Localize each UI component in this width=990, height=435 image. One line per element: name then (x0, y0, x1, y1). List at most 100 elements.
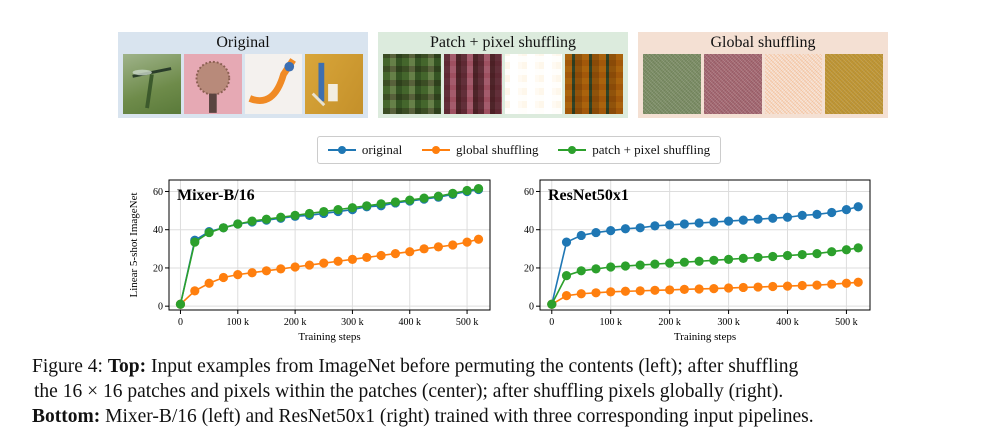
data-point (591, 227, 601, 238)
y-tick-label: 0 (158, 302, 163, 313)
data-point (319, 258, 329, 268)
data-point (362, 252, 372, 263)
data-point (261, 266, 272, 276)
data-point (233, 219, 243, 229)
paper-art-image (305, 54, 363, 114)
data-point (723, 254, 734, 264)
original-panel-title: Original (216, 34, 270, 51)
data-point (797, 280, 807, 291)
data-point (419, 244, 429, 254)
x-tick-label: 200 k (284, 317, 307, 328)
data-point (753, 282, 763, 292)
data-point (635, 286, 645, 296)
patch-shuffled-image-2 (443, 54, 502, 114)
x-tick-label: 400 k (399, 317, 422, 328)
data-point (709, 255, 719, 265)
x-tick-label: 500 k (835, 317, 858, 328)
data-point (827, 247, 837, 257)
data-point (347, 203, 358, 213)
legend-item-original: original (327, 142, 402, 158)
data-point (233, 270, 243, 280)
y-tick-label: 20 (524, 263, 534, 274)
data-point (376, 199, 386, 209)
global-shuffle-panel: Global shuffling (638, 32, 888, 118)
legend-marker-global (422, 146, 451, 154)
data-point (448, 240, 458, 250)
data-point (405, 247, 415, 257)
data-point (462, 237, 472, 247)
data-point (853, 202, 863, 212)
data-point (797, 210, 807, 220)
chart-title: ResNet50x1 (548, 187, 629, 204)
caption-figure-label: Figure 4: (32, 356, 103, 377)
data-point (561, 237, 572, 247)
x-tick-label: 500 k (456, 317, 479, 328)
legend-marker-original (327, 146, 356, 154)
data-point (190, 286, 200, 296)
data-point (694, 218, 704, 228)
x-tick-label: 100 k (227, 317, 250, 328)
caption-bottom-label: Bottom: (32, 406, 101, 427)
data-point (175, 299, 186, 309)
data-point (276, 264, 286, 274)
data-point (768, 281, 778, 292)
data-point (376, 250, 386, 261)
patch-shuffle-panel: Patch + pixel shuffling (378, 32, 628, 118)
chart-legend: original global shuffling patch + pixel … (317, 136, 721, 164)
series-line-global-shuffling (179, 238, 479, 305)
data-point (606, 287, 616, 297)
data-point (620, 286, 631, 296)
caption-line-1-text: Input examples from ImageNet before perm… (151, 356, 799, 377)
data-point (738, 253, 748, 263)
data-point (679, 219, 689, 229)
data-point (650, 285, 660, 295)
data-point (218, 223, 229, 233)
data-point (841, 205, 852, 215)
data-point (827, 279, 837, 289)
data-point (290, 262, 300, 272)
data-point (347, 254, 358, 264)
data-point (665, 220, 675, 230)
data-point (650, 259, 660, 269)
data-point (190, 237, 200, 247)
global-shuffled-image-2 (703, 54, 762, 114)
x-tick-label: 300 k (341, 317, 364, 328)
global-shuffled-image-1 (643, 54, 701, 114)
data-point (738, 282, 748, 293)
data-point (853, 243, 863, 253)
data-point (853, 277, 863, 287)
patch-shuffle-panel-title: Patch + pixel shuffling (429, 34, 577, 51)
global-shuffled-image-3 (764, 54, 823, 114)
data-point (433, 242, 444, 252)
snorkel-image (244, 54, 303, 114)
x-tick-label: 200 k (658, 317, 681, 328)
data-point (433, 191, 444, 201)
data-point (606, 262, 616, 272)
data-point (709, 283, 719, 294)
data-point (768, 251, 778, 262)
x-axis-label: Training steps (298, 331, 360, 343)
plot-frame (168, 179, 491, 311)
caption-line-2: the 16 × 16 patches and pixels within th… (34, 381, 784, 402)
data-point (635, 260, 645, 270)
data-point (247, 268, 257, 278)
data-point (709, 217, 719, 227)
data-point (768, 213, 778, 223)
data-point (620, 261, 631, 271)
caption-line-3: Bottom: Mixer-B/16 (left) and ResNet50x1… (32, 404, 977, 429)
legend-marker-patch (558, 146, 587, 154)
data-point (635, 223, 645, 233)
data-point (247, 216, 257, 226)
data-point (333, 256, 343, 266)
patch-shuffled-image-4 (565, 54, 623, 114)
figure-caption: Figure 4: Top: Input examples from Image… (32, 354, 977, 429)
legend-item-global: global shuffling (422, 142, 538, 158)
data-point (290, 210, 300, 220)
plot-frame (539, 179, 871, 311)
legend-label-patch: patch + pixel shuffling (592, 142, 711, 157)
series-line-patch-pixel-shuffling (551, 247, 859, 305)
legend-label-global: global shuffling (456, 142, 539, 157)
y-tick-label: 0 (529, 302, 534, 313)
data-point (723, 283, 734, 293)
data-point (576, 266, 586, 276)
